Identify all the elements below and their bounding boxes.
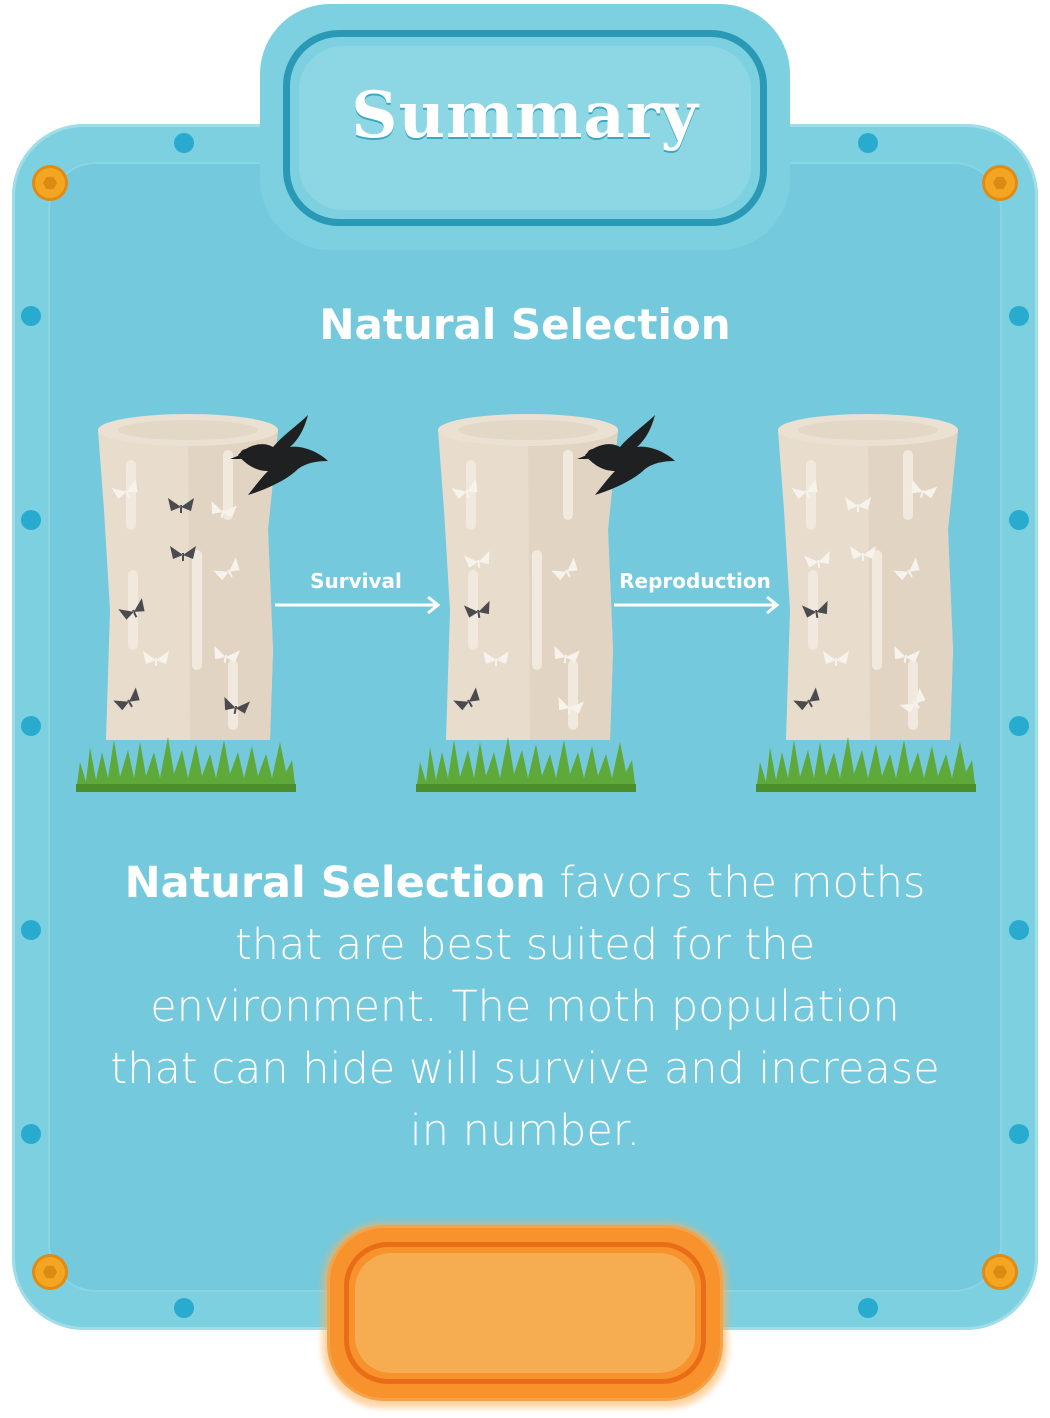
rivet-icon [1009,920,1029,940]
rivet-icon [21,716,41,736]
rivet-icon [21,510,41,530]
continue-button-face[interactable] [355,1253,695,1373]
arrow-reproduction: Reproduction [614,569,780,615]
rivet-icon [174,1298,194,1318]
rivet-icon [174,133,194,153]
bolt-icon [985,168,1015,198]
title-tab-ring [283,30,767,226]
summary-bold-term: Natural Selection [124,858,546,908]
rivet-icon [21,1124,41,1144]
section-heading: Natural Selection [319,300,731,349]
rivet-icon [21,920,41,940]
rivet-icon [858,1298,878,1318]
page-title: Summary [351,78,699,153]
rivet-icon [1009,306,1029,326]
arrow-reproduction-label: Reproduction [619,569,771,593]
summary-text: favors the moths that are best suited fo… [110,858,940,1156]
rivet-icon [858,133,878,153]
rivet-icon [1009,1124,1029,1144]
rivet-icon [1009,510,1029,530]
continue-button-ring[interactable] [344,1242,706,1384]
arrow-survival-label: Survival [310,569,402,593]
arrow-survival: Survival [275,569,441,615]
title-tab-inner [299,46,751,210]
rivet-icon [1009,716,1029,736]
bolt-icon [35,168,65,198]
summary-paragraph: Natural Selection favors the moths that … [100,852,950,1162]
bolt-icon [35,1257,65,1287]
bolt-icon [985,1257,1015,1287]
rivet-icon [21,306,41,326]
